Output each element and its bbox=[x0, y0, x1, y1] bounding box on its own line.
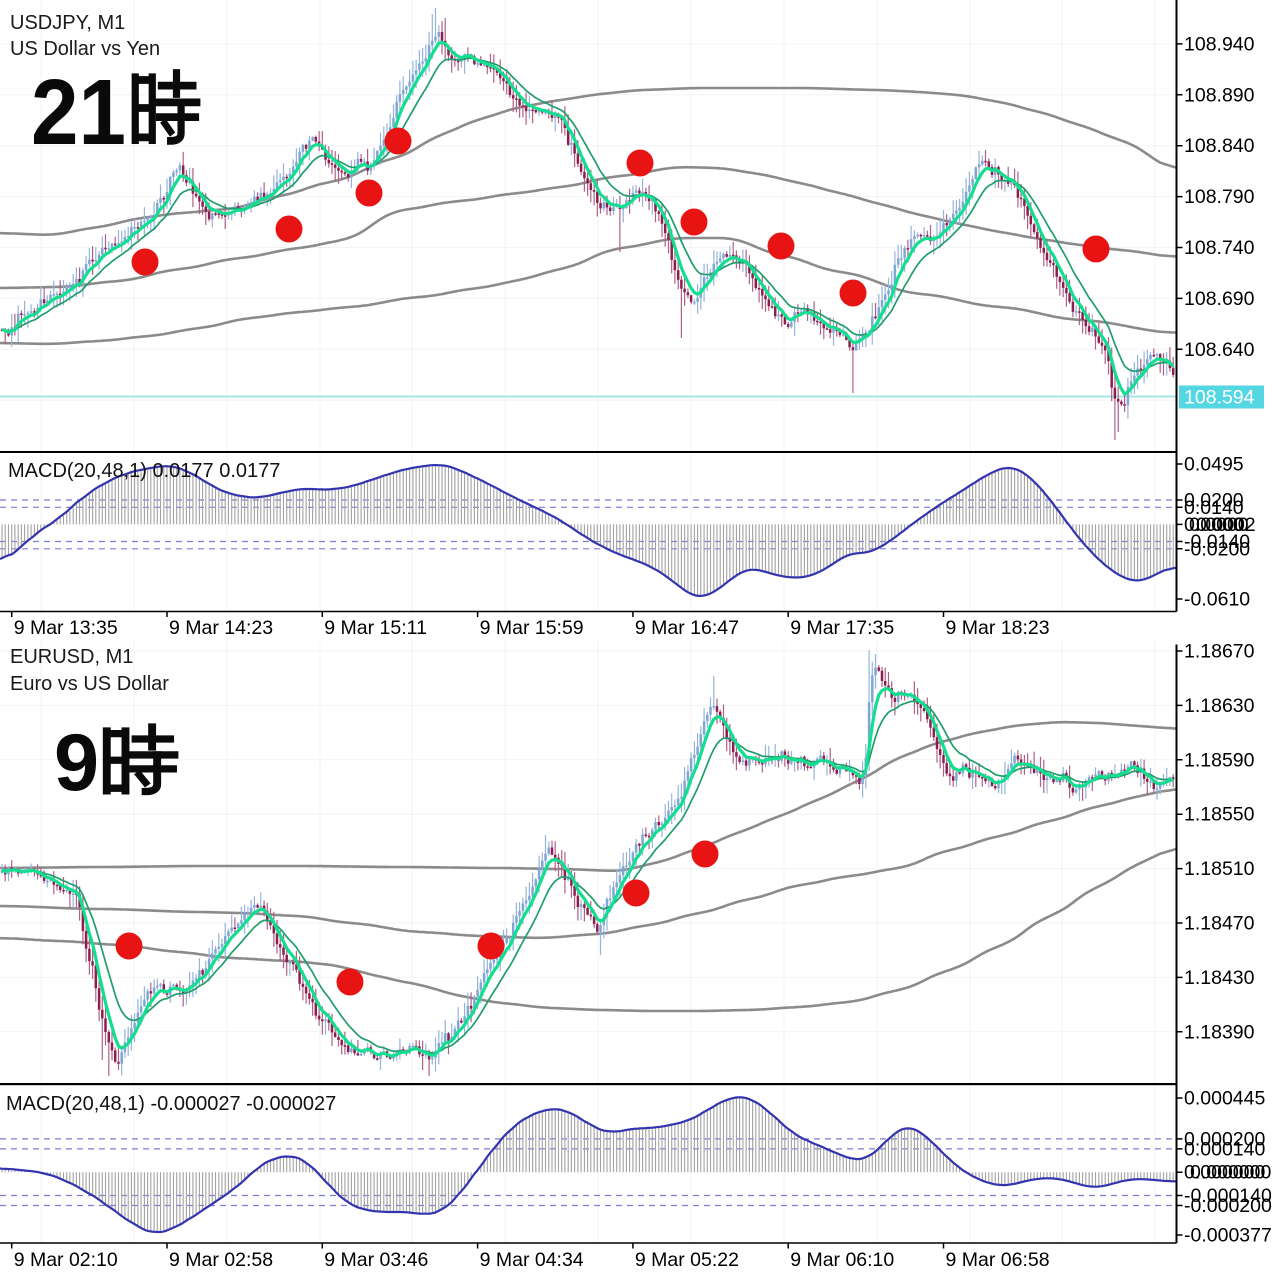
svg-text:108.940: 108.940 bbox=[1184, 33, 1255, 55]
svg-text:9 Mar 06:10: 9 Mar 06:10 bbox=[790, 1249, 894, 1271]
svg-text:0.000140: 0.000140 bbox=[1184, 1138, 1265, 1160]
svg-text:0.0495: 0.0495 bbox=[1184, 454, 1244, 476]
svg-text:Euro vs US Dollar: Euro vs US Dollar bbox=[10, 673, 169, 695]
svg-text:21: 21 bbox=[31, 60, 126, 164]
svg-text:0.000000: 0.000000 bbox=[1184, 1162, 1265, 1184]
svg-text:9 Mar 06:58: 9 Mar 06:58 bbox=[946, 1249, 1050, 1271]
svg-text:9 Mar 13:35: 9 Mar 13:35 bbox=[14, 617, 118, 639]
svg-text:0.0000: 0.0000 bbox=[1184, 514, 1244, 536]
svg-text:108.890: 108.890 bbox=[1184, 84, 1255, 106]
svg-text:1.18550: 1.18550 bbox=[1184, 804, 1255, 826]
svg-text:9 Mar 18:23: 9 Mar 18:23 bbox=[946, 617, 1050, 639]
svg-text:1.18510: 1.18510 bbox=[1184, 858, 1255, 880]
svg-text:-0.000200: -0.000200 bbox=[1184, 1195, 1272, 1217]
svg-text:9 Mar 02:58: 9 Mar 02:58 bbox=[169, 1249, 273, 1271]
svg-text:9 Mar 14:23: 9 Mar 14:23 bbox=[169, 617, 273, 639]
svg-text:-0.0200: -0.0200 bbox=[1184, 538, 1250, 560]
svg-text:9 Mar 16:47: 9 Mar 16:47 bbox=[635, 617, 739, 639]
svg-text:9 Mar 17:35: 9 Mar 17:35 bbox=[790, 617, 894, 639]
svg-text:-0.000377: -0.000377 bbox=[1184, 1225, 1272, 1247]
svg-text:108.640: 108.640 bbox=[1184, 339, 1255, 361]
svg-text:108.690: 108.690 bbox=[1184, 288, 1255, 310]
svg-text:9 Mar 04:34: 9 Mar 04:34 bbox=[480, 1249, 584, 1271]
svg-text:108.740: 108.740 bbox=[1184, 237, 1255, 259]
svg-text:-0.000140: -0.000140 bbox=[1184, 1185, 1272, 1207]
svg-text:0.0140: 0.0140 bbox=[1184, 497, 1244, 519]
svg-text:0.000445: 0.000445 bbox=[1184, 1088, 1265, 1110]
svg-text:0.0200: 0.0200 bbox=[1184, 490, 1244, 512]
svg-text:0.000000: 0.000000 bbox=[1190, 1162, 1271, 1184]
svg-text:0.000200: 0.000200 bbox=[1184, 1128, 1265, 1150]
svg-text:US Dollar vs Yen: US Dollar vs Yen bbox=[10, 38, 160, 60]
svg-text:9: 9 bbox=[54, 718, 99, 808]
svg-text:MACD(20,48,1) -0.000027 -0.000: MACD(20,48,1) -0.000027 -0.000027 bbox=[6, 1093, 336, 1115]
svg-text:EURUSD, M1: EURUSD, M1 bbox=[10, 646, 133, 668]
svg-text:9 Mar 15:59: 9 Mar 15:59 bbox=[480, 617, 584, 639]
svg-text:1.18430: 1.18430 bbox=[1184, 967, 1255, 989]
svg-text:9 Mar 15:11: 9 Mar 15:11 bbox=[324, 617, 427, 639]
svg-text:9 Mar 03:46: 9 Mar 03:46 bbox=[324, 1249, 428, 1271]
svg-text:0.0002: 0.0002 bbox=[1196, 514, 1256, 536]
svg-text:1.18630: 1.18630 bbox=[1184, 695, 1255, 717]
svg-text:MACD(20,48,1) 0.0177 0.0177: MACD(20,48,1) 0.0177 0.0177 bbox=[8, 460, 280, 482]
svg-text:-0.0140: -0.0140 bbox=[1184, 531, 1250, 553]
svg-text:1.18670: 1.18670 bbox=[1184, 641, 1255, 663]
svg-text:0.0000: 0.0000 bbox=[1189, 514, 1249, 536]
svg-text:108.594: 108.594 bbox=[1184, 387, 1255, 409]
svg-text:-0.0610: -0.0610 bbox=[1184, 589, 1250, 611]
svg-text:1.18590: 1.18590 bbox=[1184, 749, 1255, 771]
svg-text:9 Mar 02:10: 9 Mar 02:10 bbox=[14, 1249, 118, 1271]
svg-text:1.18390: 1.18390 bbox=[1184, 1021, 1255, 1043]
svg-text:9 Mar 05:22: 9 Mar 05:22 bbox=[635, 1249, 739, 1271]
svg-text:108.840: 108.840 bbox=[1184, 135, 1255, 157]
svg-text:USDJPY, M1: USDJPY, M1 bbox=[10, 12, 125, 34]
svg-text:1.18470: 1.18470 bbox=[1184, 913, 1255, 935]
svg-text:108.790: 108.790 bbox=[1184, 186, 1255, 208]
